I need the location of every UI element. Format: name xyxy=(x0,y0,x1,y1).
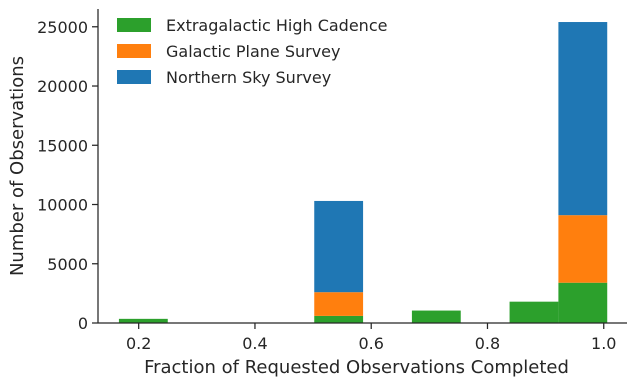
x-tick-label: 0.2 xyxy=(126,334,151,353)
legend-swatch xyxy=(117,44,151,58)
legend-item-extragalactic-high-cadence: Extragalactic High Cadence xyxy=(117,16,387,35)
bar-extragalactic-high-cadence-bin-9 xyxy=(509,301,559,323)
bars-layer xyxy=(118,22,608,323)
legend-label: Northern Sky Survey xyxy=(166,68,331,87)
bar-extragalactic-high-cadence-bin-1 xyxy=(118,318,168,323)
x-tick-label: 0.4 xyxy=(242,334,267,353)
bar-extragalactic-high-cadence-bin-7 xyxy=(411,310,461,323)
bar-extragalactic-high-cadence-bin-10 xyxy=(558,282,608,323)
y-axis-label: Number of Observations xyxy=(7,56,28,276)
y-tick-label: 0 xyxy=(78,314,88,333)
legend-label: Extragalactic High Cadence xyxy=(166,16,387,35)
legend-swatch xyxy=(117,70,151,84)
legend-item-northern-sky-survey: Northern Sky Survey xyxy=(117,68,331,87)
y-tick-label: 5000 xyxy=(47,255,88,274)
legend-label: Galactic Plane Survey xyxy=(166,42,340,61)
y-tick-label: 25000 xyxy=(37,18,88,37)
bar-galactic-plane-survey-bin-5 xyxy=(314,292,364,316)
bar-galactic-plane-survey-bin-10 xyxy=(558,215,608,283)
bar-northern-sky-survey-bin-10 xyxy=(558,22,608,216)
x-axis-label: Fraction of Requested Observations Compl… xyxy=(144,357,569,378)
bar-extragalactic-high-cadence-bin-5 xyxy=(314,315,364,323)
y-ticks: 0 5000 10000 15000 20000 25000 xyxy=(37,18,98,333)
x-ticks: 0.2 0.4 0.6 0.8 1.0 xyxy=(126,323,616,353)
x-tick-label: 1.0 xyxy=(591,334,616,353)
y-tick-label: 15000 xyxy=(37,136,88,155)
y-tick-label: 20000 xyxy=(37,77,88,96)
legend-item-galactic-plane-survey: Galactic Plane Survey xyxy=(117,42,340,61)
legend: Extragalactic High Cadence Galactic Plane… xyxy=(117,16,387,87)
legend-swatch xyxy=(117,18,151,32)
x-tick-label: 0.6 xyxy=(358,334,383,353)
bar-northern-sky-survey-bin-5 xyxy=(314,200,364,293)
y-tick-label: 10000 xyxy=(37,196,88,215)
x-tick-label: 0.8 xyxy=(475,334,500,353)
axes-layer xyxy=(97,9,627,324)
